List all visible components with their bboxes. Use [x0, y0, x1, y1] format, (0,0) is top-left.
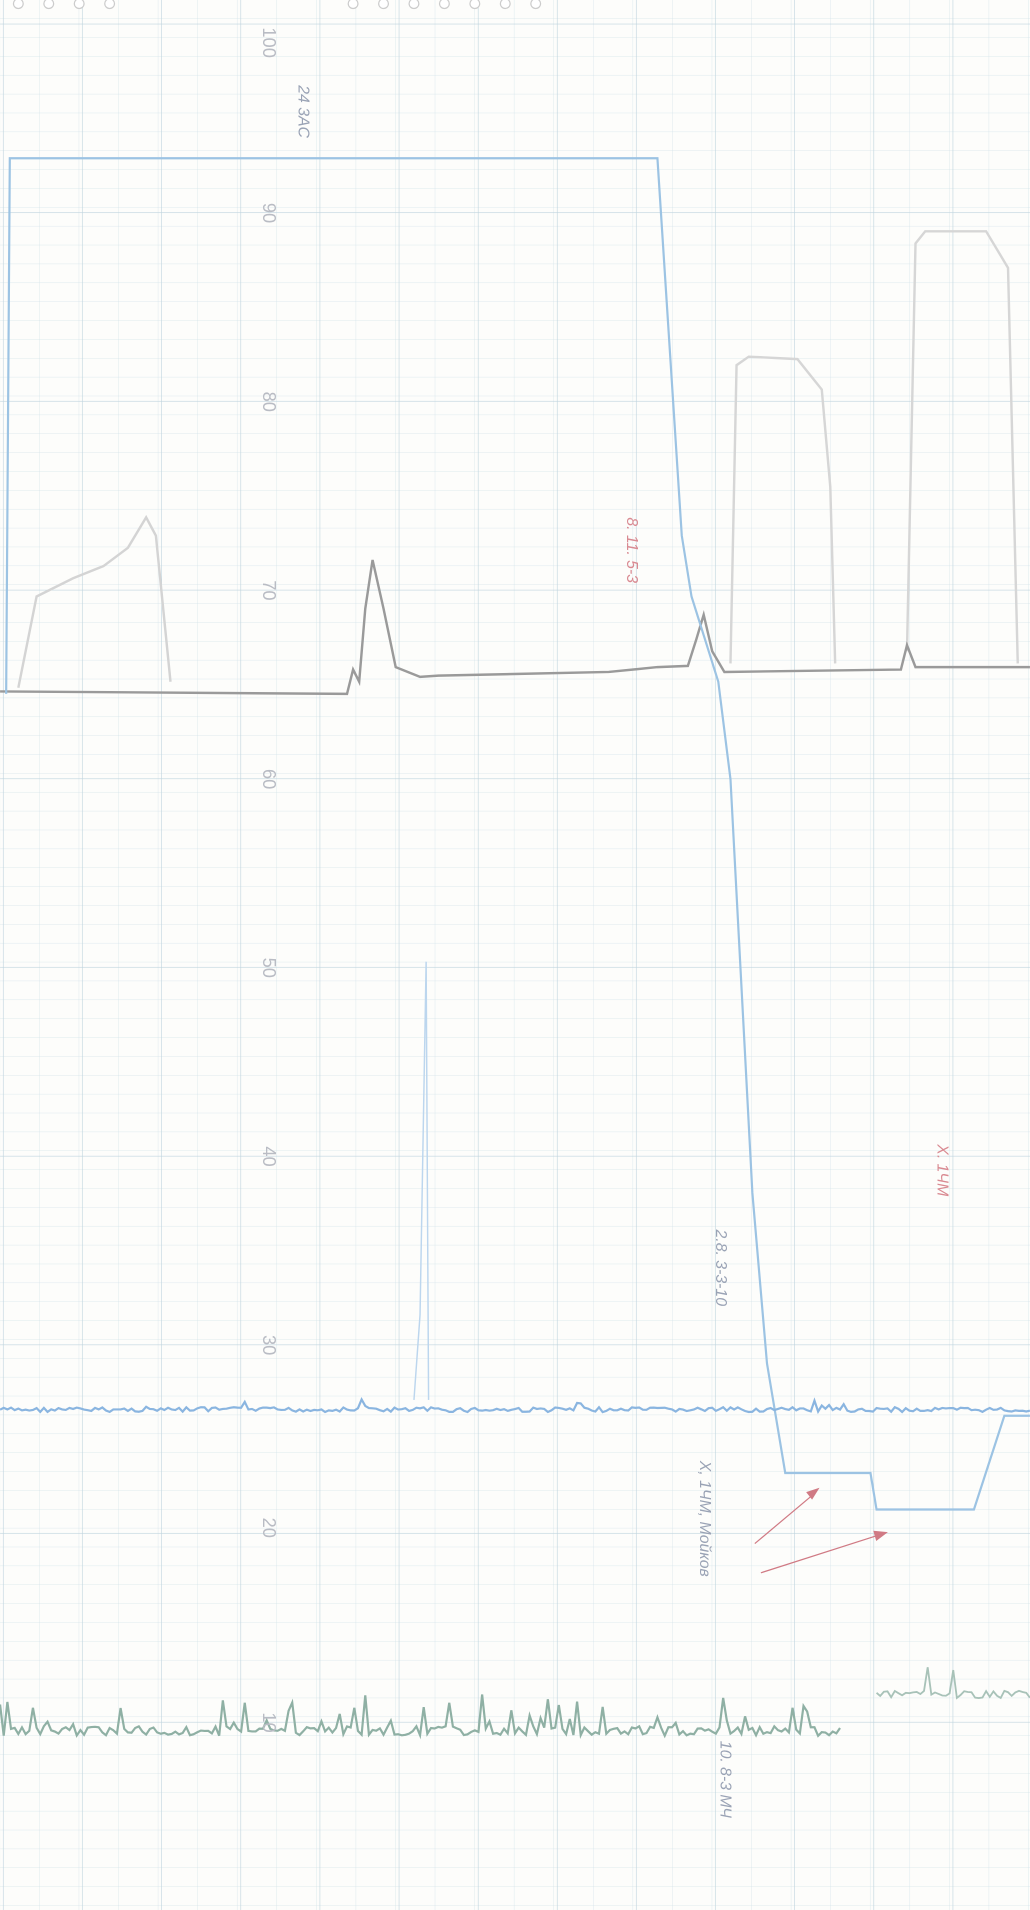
scale-label: 40 [259, 1146, 280, 1166]
scale-label: 50 [259, 958, 280, 978]
annotation: 8. 11. 5-3 [623, 517, 640, 583]
scale-label: 100 [259, 27, 280, 57]
scale-label: 30 [259, 1335, 280, 1355]
annotation: X, 1ЧМ, Мойков [696, 1460, 713, 1577]
annotation: 2.8. 3-3-10 [712, 1229, 729, 1307]
annotation: 24 3AC [294, 84, 311, 138]
scale-label: 20 [259, 1518, 280, 1538]
page: 100908070605040302010 24 3AC 8. 11. 5-3 … [0, 0, 1030, 1910]
scale-label: 60 [259, 769, 280, 789]
scale-label: 70 [259, 580, 280, 600]
scale-label: 90 [259, 203, 280, 223]
annotation: X. 1ЧМ [933, 1143, 950, 1197]
grid-major [0, 0, 1030, 1910]
scale-label: 10 [259, 1712, 280, 1732]
scale-label: 80 [259, 392, 280, 412]
chart-paper: 100908070605040302010 24 3AC 8. 11. 5-3 … [0, 0, 1030, 1910]
annotation: 10. 8-3 МЧ [717, 1741, 734, 1818]
